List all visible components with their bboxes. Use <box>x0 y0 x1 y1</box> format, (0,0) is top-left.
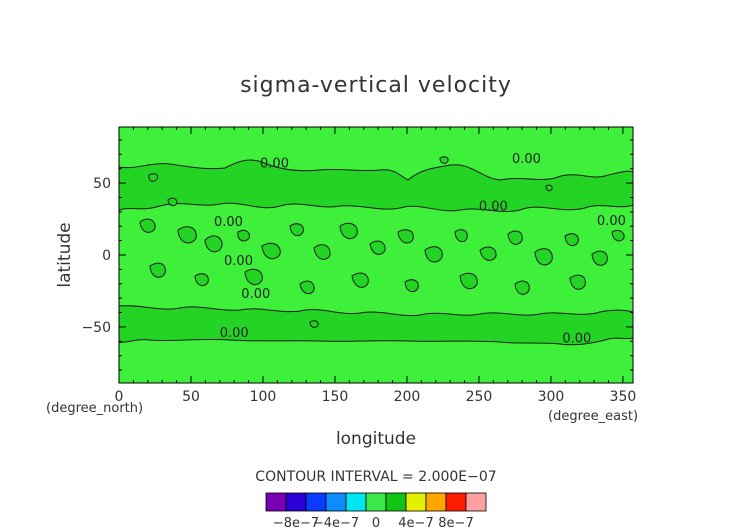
colorbar-swatch <box>465 492 487 512</box>
contour-island <box>313 244 331 260</box>
colorbar-labels: −8e−7−4e−7 0 4e−7 8e−7 <box>273 516 474 531</box>
y-tick-label: 50 <box>93 176 111 192</box>
colorbar-swatch <box>405 492 427 512</box>
contour-island <box>564 233 579 247</box>
contour-label: 0.00 <box>479 199 508 214</box>
contour-island <box>439 156 449 164</box>
contour-label: 0.00 <box>224 254 253 269</box>
x-tick-label: 250 <box>466 389 493 405</box>
contour-island <box>351 272 369 288</box>
x-axis-label: longitude <box>336 429 416 449</box>
contour-label: 0.00 <box>241 287 270 302</box>
y-axis: −50 0 50 <box>81 139 633 371</box>
contour-island <box>194 273 209 287</box>
chart-title: sigma-vertical velocity <box>240 73 512 98</box>
contour-label: 0.00 <box>512 152 541 167</box>
contour-island <box>244 268 263 286</box>
contour-island <box>424 246 443 263</box>
colorbar-label: 4e−7 <box>398 516 433 531</box>
colorbar-label: 0 <box>372 516 380 531</box>
contour-island <box>591 250 608 266</box>
contour-island <box>507 230 523 245</box>
contour-labels: 0.00 0.00 0.00 0.00 0.00 0.00 0.00 0.00 0.00 <box>214 152 626 347</box>
contour-label: 0.00 <box>260 156 289 171</box>
contour-island <box>139 218 156 233</box>
x-unit-note: (degree_east) <box>548 409 638 424</box>
contour-island <box>454 229 468 243</box>
colorbar-swatch <box>285 492 307 512</box>
contour-island <box>611 229 625 242</box>
plot-background <box>119 127 633 383</box>
x-tick-label: 50 <box>182 389 200 405</box>
x-tick-label: 200 <box>394 389 421 405</box>
colorbar-swatch <box>385 492 407 512</box>
contour-island <box>261 242 281 260</box>
contour-island <box>309 320 319 328</box>
contour-label: 0.00 <box>214 215 243 230</box>
colorbar-swatch <box>345 492 367 512</box>
y-unit-note: (degree_north) <box>46 401 143 416</box>
contour-interval: CONTOUR INTERVAL = 2.000E−07 <box>255 469 496 485</box>
contour-island <box>167 197 178 207</box>
colorbar-swatch <box>325 492 347 512</box>
contour-island <box>177 226 197 244</box>
contour-label: 0.00 <box>597 214 626 229</box>
contour-island <box>534 248 553 266</box>
contour-island <box>397 229 414 244</box>
y-axis-label: latitude <box>55 222 75 287</box>
contour-label: 0.00 <box>220 326 249 341</box>
y-tick-label: 0 <box>102 248 111 264</box>
x-tick-label: 0 <box>115 389 124 405</box>
contour-island <box>545 184 553 192</box>
contour-regions <box>118 156 634 346</box>
plot-area: 0.00 0.00 0.00 0.00 0.00 0.00 0.00 0.00 0.00 <box>118 126 634 384</box>
colorbar-swatch <box>445 492 467 512</box>
x-tick-label: 350 <box>610 389 637 405</box>
contour-island <box>459 272 478 290</box>
contour-island <box>237 229 250 242</box>
contour-island <box>148 173 158 182</box>
x-tick-label: 300 <box>538 389 565 405</box>
colorbar-swatch <box>365 492 387 512</box>
contour-island <box>289 223 304 237</box>
x-axis: 0 50 100 150 200 250 300 350 <box>115 127 637 405</box>
contour-island <box>369 240 386 255</box>
y-tick-label: −50 <box>81 320 111 336</box>
colorbar-label: −4e−7 <box>313 516 359 531</box>
contour-island <box>339 222 358 240</box>
contour-island <box>204 235 223 253</box>
colorbar-swatch <box>265 492 287 512</box>
contour-band <box>118 159 634 213</box>
colorbar-label: 8e−7 <box>438 516 473 531</box>
contour-label: 0.00 <box>562 332 591 347</box>
x-tick-label: 150 <box>322 389 349 405</box>
contour-island <box>569 274 586 290</box>
contour-island <box>299 280 315 295</box>
contour-island <box>479 246 497 261</box>
colorbar-swatch <box>305 492 327 512</box>
colorbar <box>265 492 487 512</box>
colorbar-swatch <box>425 492 447 512</box>
contour-island <box>404 279 419 293</box>
x-tick-label: 100 <box>250 389 277 405</box>
contour-island <box>514 280 530 295</box>
colorbar-label: −8e−7 <box>273 516 319 531</box>
contour-island <box>149 262 166 278</box>
